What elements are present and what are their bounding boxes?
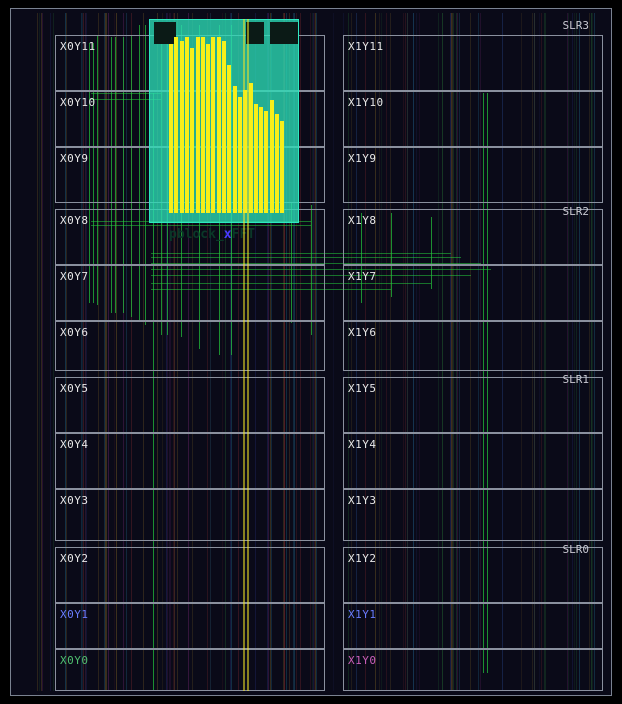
region-label: X0Y6 [60, 326, 89, 339]
slr-label: SLR2 [563, 205, 590, 218]
clock-region[interactable]: X1Y4 [343, 433, 603, 489]
region-label: X0Y9 [60, 152, 89, 165]
region-label: X1Y0 [348, 654, 377, 667]
clock-region[interactable]: X0Y4 [55, 433, 325, 489]
region-label: X0Y3 [60, 494, 89, 507]
clock-region[interactable]: X1Y0 [343, 649, 603, 691]
clock-region[interactable]: X0Y1 [55, 603, 325, 649]
region-label: X0Y7 [60, 270, 89, 283]
clock-region[interactable]: X1Y7 [343, 265, 603, 321]
region-label: X1Y10 [348, 96, 384, 109]
device-inner: X0Y11 X1Y11 X0Y10 X1Y10 X0Y9 X1Y9 X0Y8 X1Y8 X0Y7… [31, 13, 601, 691]
clock-region[interactable]: X0Y5 [55, 377, 325, 433]
region-label: X0Y10 [60, 96, 96, 109]
region-label: X1Y9 [348, 152, 377, 165]
region-label: X0Y11 [60, 40, 96, 53]
utilisation-bars [169, 37, 287, 213]
region-label: X1Y3 [348, 494, 377, 507]
clock-region[interactable]: X0Y3 [55, 489, 325, 541]
clock-region[interactable]: X0Y0 [55, 649, 325, 691]
slr-label: SLR0 [563, 543, 590, 556]
pblock-name-accent: x [224, 227, 232, 242]
region-label: X1Y7 [348, 270, 377, 283]
clock-region[interactable]: X1Y6 [343, 321, 603, 371]
fpga-device-view[interactable]: X0Y11 X1Y11 X0Y10 X1Y10 X0Y9 X1Y9 X0Y8 X1Y8 X0Y7… [10, 8, 612, 696]
region-label: X0Y1 [60, 608, 89, 621]
region-label: X0Y4 [60, 438, 89, 451]
clock-region[interactable]: X0Y6 [55, 321, 325, 371]
region-label: X1Y1 [348, 608, 377, 621]
clock-region[interactable]: X1Y10 [343, 91, 603, 147]
region-label: X1Y2 [348, 552, 377, 565]
clock-region[interactable]: X0Y7 [55, 265, 325, 321]
clock-region[interactable]: X1Y3 [343, 489, 603, 541]
region-label: X0Y5 [60, 382, 89, 395]
pblock-name-prefix: pblock_ [169, 227, 224, 242]
region-label: X0Y2 [60, 552, 89, 565]
clock-region[interactable]: X1Y9 [343, 147, 603, 203]
slr-label: SLR1 [563, 373, 590, 386]
region-label: X0Y0 [60, 654, 89, 667]
region-label: X1Y6 [348, 326, 377, 339]
region-label: X1Y11 [348, 40, 384, 53]
region-label: X1Y5 [348, 382, 377, 395]
region-label: X1Y8 [348, 214, 377, 227]
region-label: X1Y4 [348, 438, 377, 451]
clock-region[interactable]: X1Y1 [343, 603, 603, 649]
region-label: X0Y8 [60, 214, 89, 227]
clock-region[interactable]: X1Y11 [343, 35, 603, 91]
clock-region[interactable]: X0Y2 [55, 547, 325, 603]
slr-label: SLR3 [563, 19, 590, 32]
